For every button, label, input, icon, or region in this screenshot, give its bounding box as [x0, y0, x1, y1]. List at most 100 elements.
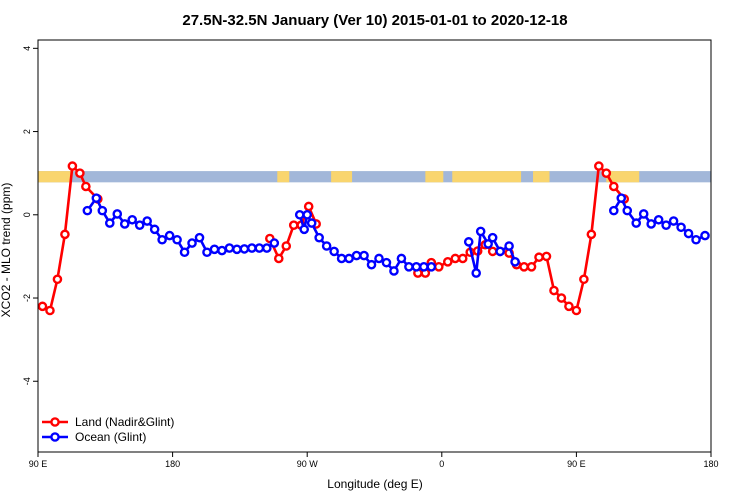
data-point: [75, 168, 85, 178]
data-point: [586, 229, 597, 240]
data-point: [389, 266, 399, 276]
data-point: [564, 301, 574, 312]
data-point: [217, 245, 227, 256]
data-point: [104, 218, 115, 228]
data-point: [487, 232, 498, 243]
data-point: [579, 274, 589, 285]
data-point: [329, 246, 339, 257]
data-point: [299, 224, 310, 235]
data-point: [303, 201, 314, 212]
data-point: [381, 257, 392, 268]
chart-title: 27.5N-32.5N January (Ver 10) 2015-01-01 …: [182, 12, 567, 29]
land-band-segment: [425, 171, 444, 183]
data-point: [119, 219, 130, 229]
data-point: [179, 247, 190, 258]
data-point: [45, 305, 55, 316]
data-point: [97, 205, 108, 216]
x-tick-label: 90 E: [567, 459, 586, 469]
x-tick-label: 0: [439, 459, 444, 469]
data-point: [314, 232, 324, 243]
legend: Land (Nadir&Glint)Ocean (Glint): [42, 415, 174, 444]
data-point: [404, 262, 414, 272]
data-point: [691, 234, 701, 245]
data-point: [281, 241, 292, 251]
data-point: [247, 243, 257, 253]
data-point: [396, 253, 407, 264]
data-point: [426, 262, 437, 272]
y-tick-label: 0: [22, 212, 32, 217]
ocean-band: [38, 171, 711, 183]
data-point: [374, 253, 384, 264]
data-point: [344, 253, 354, 264]
data-point: [306, 218, 317, 228]
data-point: [608, 181, 619, 192]
data-point: [172, 234, 182, 245]
y-tick-label: 2: [22, 129, 32, 134]
data-point: [471, 268, 481, 278]
legend-marker: [50, 432, 60, 442]
land-band-segment: [606, 171, 640, 183]
data-point: [526, 262, 537, 272]
y-tick-label: 4: [22, 46, 32, 51]
x-tick-label: 180: [165, 459, 180, 469]
data-point: [187, 238, 197, 248]
data-point: [224, 243, 235, 253]
data-point: [668, 216, 679, 226]
data-point: [142, 216, 152, 226]
data-point: [434, 262, 444, 272]
x-axis: 90 E 180 90 W 0 90 E 180: [29, 452, 719, 469]
plot-frame: [37, 39, 712, 453]
data-point: [616, 193, 627, 203]
data-point: [269, 238, 280, 248]
series-line: [86, 195, 276, 255]
data-point: [254, 243, 265, 253]
data-point: [457, 253, 468, 264]
legend-label: Land (Nadir&Glint): [75, 415, 174, 429]
land-band-segment: [277, 171, 290, 183]
data-point: [321, 241, 332, 251]
data-point: [294, 209, 305, 220]
data-point: [646, 219, 656, 229]
data-point: [81, 181, 91, 192]
data-point: [442, 257, 453, 267]
data-point: [541, 251, 552, 262]
land-band-segment: [533, 171, 550, 183]
land-ocean-band: [38, 171, 711, 183]
land-band-segment: [452, 171, 522, 183]
x-tick-label: 180: [703, 459, 718, 469]
series-land: [37, 161, 630, 316]
data-point: [262, 243, 272, 253]
land-band-segment: [38, 171, 71, 183]
data-point: [419, 262, 429, 272]
data-point: [202, 247, 212, 258]
data-point: [60, 229, 70, 240]
data-point: [411, 262, 422, 272]
data-point: [549, 285, 559, 296]
legend-label: Ocean (Glint): [75, 430, 146, 444]
data-point: [475, 226, 486, 237]
x-tick-label: 90 W: [297, 459, 319, 469]
legend-marker: [50, 417, 60, 427]
data-point: [302, 209, 313, 220]
data-point: [209, 244, 220, 255]
data-point: [504, 241, 514, 251]
data-point: [366, 259, 377, 270]
data-point: [571, 305, 582, 316]
data-point: [67, 161, 78, 171]
data-point: [676, 222, 686, 233]
data-point: [37, 301, 48, 312]
data-point: [510, 257, 520, 267]
data-point: [653, 214, 664, 225]
data-point: [288, 220, 299, 230]
data-point: [52, 274, 63, 285]
data-point: [495, 246, 505, 257]
data-point: [683, 228, 694, 239]
y-axis: 4 2 0 -2 -4: [22, 46, 38, 385]
x-tick-label: 90 E: [29, 459, 48, 469]
data-point: [127, 214, 138, 225]
y-tick-label: -4: [22, 377, 32, 385]
data-point: [622, 205, 633, 216]
data-point: [661, 220, 671, 230]
y-axis-label: XCO2 - MLO trend (ppm): [0, 183, 13, 318]
series-layer: [37, 161, 710, 316]
